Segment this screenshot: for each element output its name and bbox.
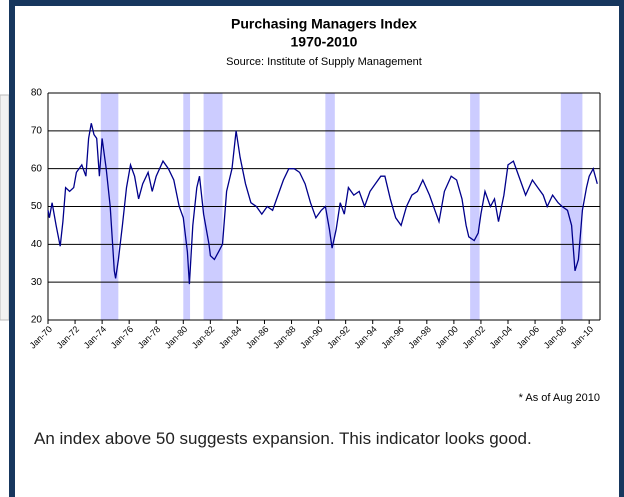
frame-right <box>619 0 624 497</box>
x-tick-label: Jan-70 <box>28 324 55 351</box>
x-tick-label: Jan-04 <box>488 324 515 351</box>
y-tick-label: 60 <box>31 163 43 174</box>
x-tick-label: Jan-02 <box>460 324 487 351</box>
frame-left <box>9 0 15 497</box>
y-tick-label: 20 <box>31 315 43 326</box>
y-tick-label: 40 <box>31 239 43 250</box>
frame-top <box>9 0 624 6</box>
chart-subtitle: 1970-2010 <box>291 34 358 50</box>
x-tick-label: Jan-80 <box>163 324 190 351</box>
x-tick-label: Jan-98 <box>406 324 433 351</box>
x-tick-label: Jan-06 <box>515 324 542 351</box>
x-tick-label: Jan-84 <box>217 324 244 351</box>
x-tick-label: Jan-88 <box>271 324 298 351</box>
x-tick-label: Jan-76 <box>109 324 136 351</box>
x-tick-label: Jan-08 <box>542 324 569 351</box>
y-tick-label: 50 <box>31 201 43 212</box>
x-tick-label: Jan-00 <box>433 324 460 351</box>
caption: An index above 50 suggests expansion. Th… <box>34 429 532 448</box>
x-tick-label: Jan-10 <box>569 324 596 351</box>
y-tick-label: 30 <box>31 277 43 288</box>
x-tick-label: Jan-92 <box>325 324 352 351</box>
x-tick-label: Jan-82 <box>190 324 217 351</box>
x-tick-label: Jan-72 <box>55 324 82 351</box>
x-tick-label: Jan-78 <box>136 324 163 351</box>
chart-note: * As of Aug 2010 <box>519 392 600 404</box>
y-tick-label: 70 <box>31 125 43 136</box>
x-tick-label: Jan-90 <box>298 324 325 351</box>
adjacent-panel <box>0 94 10 321</box>
chart-source: Source: Institute of Supply Management <box>226 56 422 68</box>
x-tick-label: Jan-86 <box>244 324 271 351</box>
y-tick-label: 80 <box>31 88 43 99</box>
pmi-line <box>47 123 598 285</box>
chart-title: Purchasing Managers Index <box>231 16 417 32</box>
x-tick-label: Jan-94 <box>352 324 379 351</box>
x-tick-label: Jan-96 <box>379 324 406 351</box>
x-tick-label: Jan-74 <box>82 324 109 351</box>
